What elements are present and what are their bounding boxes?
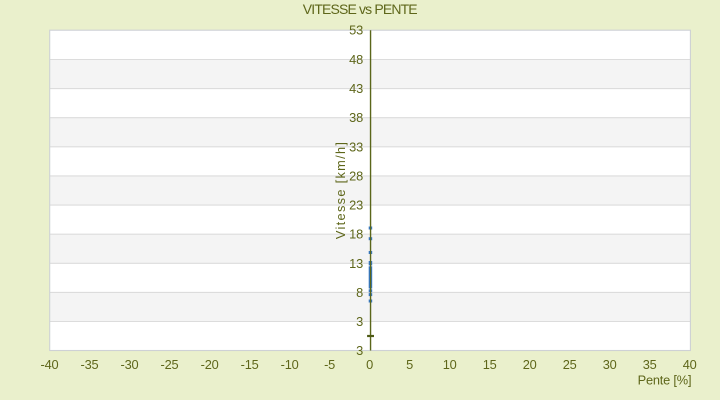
- svg-text:33: 33: [349, 139, 363, 154]
- svg-text:Pente [%]: Pente [%]: [638, 372, 692, 387]
- svg-text:-15: -15: [241, 357, 259, 372]
- svg-text:3: 3: [356, 343, 363, 358]
- svg-text:35: 35: [643, 357, 657, 372]
- svg-text:25: 25: [563, 357, 577, 372]
- svg-text:15: 15: [483, 357, 497, 372]
- svg-text:VITESSE vs PENTE: VITESSE vs PENTE: [303, 1, 417, 17]
- svg-text:-20: -20: [201, 357, 219, 372]
- svg-text:53: 53: [349, 23, 363, 38]
- svg-text:-25: -25: [161, 357, 179, 372]
- svg-text:10: 10: [443, 357, 457, 372]
- svg-text:30: 30: [603, 357, 617, 372]
- svg-text:28: 28: [349, 168, 363, 183]
- svg-text:40: 40: [683, 357, 697, 372]
- svg-text:-30: -30: [121, 357, 139, 372]
- svg-text:3: 3: [356, 314, 363, 329]
- svg-text:20: 20: [523, 357, 537, 372]
- svg-text:-35: -35: [81, 357, 99, 372]
- svg-text:13: 13: [349, 256, 363, 271]
- svg-text:Vitesse [km/h]: Vitesse [km/h]: [333, 141, 348, 239]
- svg-text:5: 5: [406, 357, 413, 372]
- svg-text:-5: -5: [324, 357, 335, 372]
- svg-text:8: 8: [356, 285, 363, 300]
- svg-text:38: 38: [349, 110, 363, 125]
- svg-text:-10: -10: [281, 357, 299, 372]
- svg-text:18: 18: [349, 227, 363, 242]
- svg-text:43: 43: [349, 81, 363, 96]
- svg-text:0: 0: [366, 357, 373, 372]
- svg-text:48: 48: [349, 52, 363, 67]
- svg-text:-40: -40: [41, 357, 59, 372]
- svg-text:23: 23: [349, 198, 363, 213]
